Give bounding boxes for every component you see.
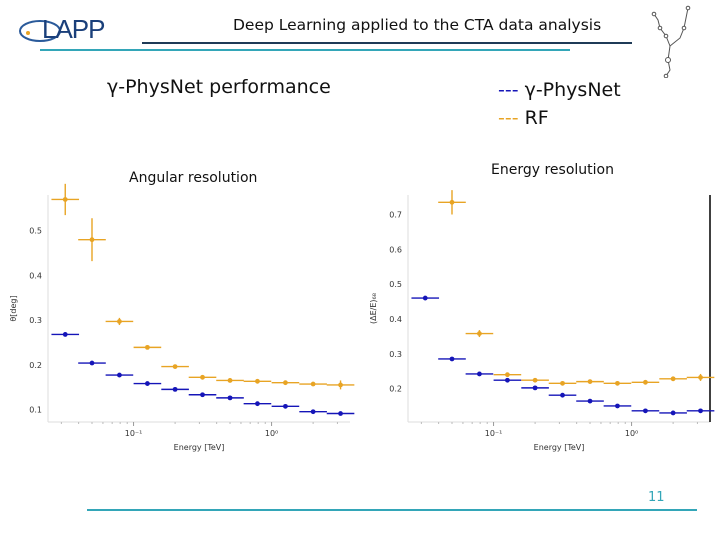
- y-tick-label: 0.7: [389, 210, 402, 219]
- data-point: [698, 408, 703, 414]
- y-tick-label: 0.4: [29, 271, 42, 280]
- page-number: 11: [648, 490, 665, 505]
- data-point: [310, 409, 316, 415]
- data-point: [698, 375, 703, 380]
- y-tick-label: 0.2: [29, 361, 42, 370]
- y-tick-label: 0.6: [389, 245, 402, 254]
- data-point: [422, 295, 428, 301]
- data-point: [449, 356, 455, 362]
- chart-title-angular: Angular resolution: [129, 170, 258, 186]
- section-heading: γ-PhysNet performance: [107, 76, 331, 98]
- x-tick-label: 10⁻¹: [125, 429, 143, 438]
- data-point: [283, 403, 288, 409]
- data-point: [89, 237, 95, 243]
- footer-line: [87, 509, 697, 511]
- data-point: [172, 386, 178, 392]
- data-point: [283, 380, 288, 386]
- chart-0: 0.1 0.2 0.3 0.4 0.5 10⁻¹ 10⁰ Energy [TeV] θ[deg]: [9, 183, 355, 452]
- y-tick-label: 0.5: [29, 227, 42, 236]
- data-point: [117, 372, 122, 378]
- data-point: [172, 364, 178, 369]
- data-point: [587, 379, 593, 385]
- y-tick-label: 0.5: [389, 280, 402, 289]
- data-point: [62, 197, 68, 202]
- data-point: [200, 392, 205, 398]
- lapp-logo: [19, 20, 61, 42]
- y-tick-label: 0.3: [29, 316, 42, 325]
- slide-title: Deep Learning applied to the CTA data an…: [233, 16, 602, 34]
- legend-swatch: ---: [498, 107, 519, 129]
- series-RF: [51, 183, 355, 390]
- data-point: [310, 381, 316, 387]
- data-point: [449, 199, 455, 205]
- data-point: [477, 331, 482, 336]
- data-point: [532, 377, 538, 383]
- data-point: [227, 378, 233, 383]
- data-point: [62, 332, 68, 337]
- data-point: [643, 379, 648, 385]
- y-tick-label: 0.3: [389, 350, 402, 359]
- legend-label: γ-PhysNet: [524, 79, 621, 101]
- constellation-icon: [651, 5, 691, 78]
- data-point: [89, 360, 95, 366]
- legend-item-rf: --- RF: [498, 107, 549, 129]
- y-tick-label: 0.4: [389, 315, 402, 324]
- y-axis-label: θ[deg]: [9, 295, 18, 321]
- data-point: [145, 381, 150, 386]
- x-tick-label: 10⁰: [625, 429, 638, 438]
- legend-item-physnet: --- γ-PhysNet: [498, 79, 621, 101]
- legend-label: RF: [524, 107, 549, 129]
- x-tick-label: 10⁰: [265, 429, 278, 438]
- chart-title-energy: Energy resolution: [491, 162, 614, 178]
- chart-1: 0.2 0.3 0.4 0.5 0.6 0.7 10⁻¹ 10⁰ Energy [TeV] (ΔE…: [369, 190, 715, 452]
- data-point: [615, 380, 620, 386]
- data-point: [532, 385, 538, 391]
- logo-text: LAPP: [42, 14, 105, 44]
- legend-swatch: ---: [498, 79, 519, 101]
- data-point: [670, 376, 676, 382]
- data-point: [505, 372, 510, 378]
- data-point: [338, 411, 343, 416]
- y-tick-label: 0.2: [389, 385, 402, 394]
- data-point: [227, 395, 233, 401]
- data-point: [145, 344, 150, 350]
- data-point: [670, 410, 676, 416]
- x-axis-label: Energy [TeV]: [174, 443, 225, 452]
- data-point: [560, 380, 565, 386]
- y-tick-label: 0.1: [29, 405, 42, 414]
- data-point: [255, 401, 260, 407]
- data-point: [560, 392, 565, 398]
- x-axis-label: Energy [TeV]: [534, 443, 585, 452]
- data-point: [255, 378, 260, 384]
- data-point: [615, 403, 620, 409]
- data-point: [587, 398, 593, 404]
- data-point: [643, 408, 648, 414]
- series-γ-PhysNet: [411, 295, 715, 416]
- x-tick-label: 10⁻¹: [485, 429, 503, 438]
- data-point: [505, 377, 510, 383]
- header-divider: [142, 42, 632, 44]
- data-point: [200, 374, 205, 380]
- series-RF: [438, 190, 715, 386]
- data-point: [338, 382, 343, 388]
- data-point: [477, 371, 482, 377]
- data-point: [117, 319, 122, 324]
- series-γ-PhysNet: [51, 332, 355, 416]
- header-accent-line: [40, 49, 570, 51]
- y-axis-label: (ΔE/E)₆₈: [369, 293, 378, 324]
